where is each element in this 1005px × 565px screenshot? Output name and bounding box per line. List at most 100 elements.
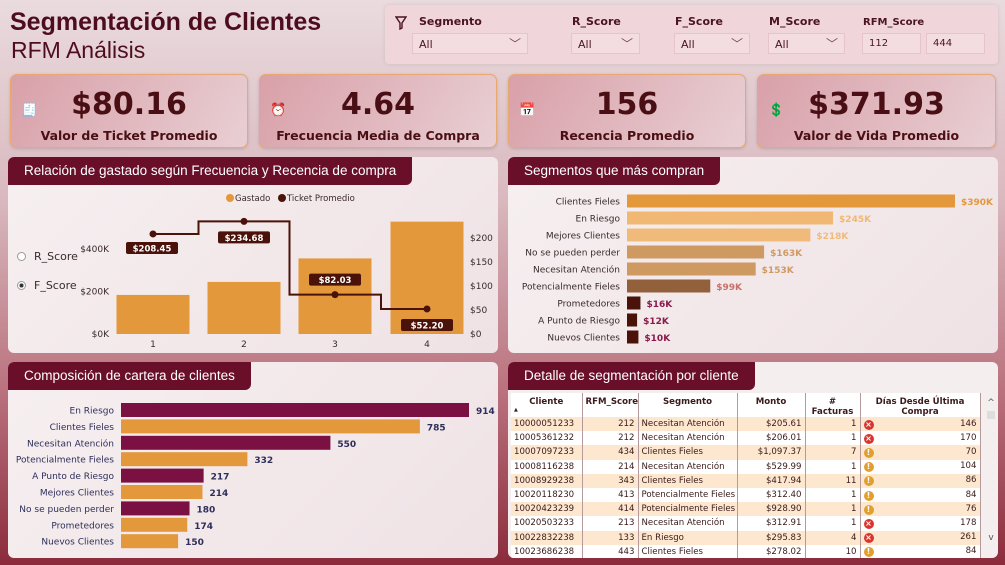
bar xyxy=(627,296,641,310)
table-row[interactable]: 10020503233 213 Necesitan Atención $312.91 1… xyxy=(511,516,981,531)
category-label: En Riesgo xyxy=(576,215,621,225)
column-header[interactable]: # Facturas xyxy=(805,393,861,417)
table-cell: ! 84 xyxy=(860,544,981,558)
x-axis-tick: 4 xyxy=(424,340,430,350)
table-cell: $312.91 xyxy=(737,516,806,531)
rfm-score-max-input[interactable]: 444 xyxy=(926,33,985,54)
r-score-label: R_Score xyxy=(572,15,621,28)
rfm-score-min-input[interactable]: 112 xyxy=(862,33,921,54)
table-cell: $206.01 xyxy=(737,431,806,446)
kpi-frecuencia: ⏰ 4.64 Frecuencia Media de Compra xyxy=(259,74,497,148)
money-icon: 💲 xyxy=(768,103,785,118)
table-row[interactable]: 10007097233 434 Clientes Fieles $1,097.37 7!… xyxy=(511,445,981,460)
m-score-dropdown[interactable]: All ﹀ xyxy=(768,33,845,54)
column-header[interactable]: RFM_Score xyxy=(582,393,639,417)
chevron-down-icon: ﹀ xyxy=(730,37,743,51)
segments-bar-chart: Clientes Fieles $390K En Riesgo $245K Mejore… xyxy=(522,194,994,344)
combo-chart: Gastado Ticket Promedio $0K $200K $400K $0 $50… xyxy=(80,194,493,350)
table-row[interactable]: 10008929238 343 Clientes Fieles $417.94 11! 8… xyxy=(511,473,981,488)
table-cell: Necesitan Atención xyxy=(638,431,738,446)
column-header[interactable]: Monto xyxy=(737,393,806,417)
bar xyxy=(627,211,834,225)
data-label-bg xyxy=(126,241,178,254)
data-label: 174 xyxy=(194,522,213,532)
detail-table-panel: Detalle de segmentación por cliente Clie… xyxy=(508,362,998,558)
f-score-dropdown[interactable]: All ﹀ xyxy=(674,33,750,54)
scroll-up-icon[interactable]: ^ xyxy=(987,398,995,408)
category-label: Nuevos Clientes xyxy=(547,334,620,344)
table-cell: 10022832238 xyxy=(511,530,583,545)
column-header[interactable]: Segmento xyxy=(638,393,738,417)
warning-status-icon: ! xyxy=(863,462,874,473)
segmento-label: Segmento xyxy=(419,15,482,28)
category-label: A Punto de Riesgo xyxy=(32,472,114,482)
category-label: Potencialmente Fieles xyxy=(16,456,114,466)
table-row[interactable]: 10020423239 414 Potencialmente Fieles $928.… xyxy=(511,502,981,517)
category-label: A Punto de Riesgo xyxy=(538,317,620,327)
segmento-dropdown[interactable]: All ﹀ xyxy=(412,33,528,54)
table-cell: 10000051233 xyxy=(511,417,583,432)
bar xyxy=(121,534,179,549)
table-row[interactable]: 10022832238 133 En Riesgo $295.83 4 × 261 xyxy=(511,530,981,545)
warning-status-icon: ! xyxy=(863,504,874,515)
data-label: 214 xyxy=(209,489,228,499)
data-label: 785 xyxy=(427,423,446,433)
data-label: $234.68 xyxy=(225,234,264,244)
legend-label: Gastado xyxy=(235,194,270,204)
kpi-value: $80.16 xyxy=(71,87,187,122)
table-cell: 343 xyxy=(582,473,639,488)
bar-gastado xyxy=(390,221,464,334)
bar xyxy=(121,419,420,434)
table-cell: 10008929238 xyxy=(511,473,583,488)
right-axis-tick: $200 xyxy=(470,234,493,244)
scrollbar[interactable]: ^ v xyxy=(986,398,996,543)
category-label: Necesitan Atención xyxy=(533,265,620,276)
rfm-score-label: RFM_Score xyxy=(863,17,925,28)
category-label: Nuevos Clientes xyxy=(41,538,114,548)
page-subtitle: RFM Análisis xyxy=(11,37,146,63)
right-axis-tick: $50 xyxy=(470,306,487,316)
table-row[interactable]: 10008116238 214 Necesitan Atención $529.99 1… xyxy=(511,459,981,474)
bar xyxy=(121,403,469,417)
category-label: Mejores Clientes xyxy=(546,232,620,242)
table-cell: 10020423239 xyxy=(511,502,583,517)
error-status-icon: × xyxy=(863,518,874,529)
table-row[interactable]: 10005361232 212 Necesitan Atención $206.01 1… xyxy=(511,431,981,446)
bar-gastado xyxy=(116,294,190,334)
table-cell: 1 xyxy=(805,417,861,432)
r-score-value: All xyxy=(578,38,592,51)
table-row[interactable]: 10023686238 443 Clientes Fieles $278.02 10! 8… xyxy=(511,544,981,558)
warning-status-icon: ! xyxy=(863,447,874,458)
table-cell: $295.83 xyxy=(737,530,806,545)
data-label-bg xyxy=(401,318,453,331)
kpi-valor-vida: 💲 $371.93 Valor de Vida Promedio xyxy=(757,74,996,148)
panel-title: Composición de cartera de clientes xyxy=(8,362,251,390)
toggle-r-score[interactable]: R_Score xyxy=(17,250,78,263)
warning-status-icon: ! xyxy=(863,476,874,487)
r-score-dropdown[interactable]: All ﹀ xyxy=(571,33,640,54)
table-cell: ! 70 xyxy=(860,445,981,460)
table-row[interactable]: 10000051233 212 Necesitan Atención $205.61 1… xyxy=(511,417,981,432)
scroll-down-icon[interactable]: v xyxy=(988,533,994,543)
segmento-value: All xyxy=(419,38,433,51)
category-label: Clientes Fieles xyxy=(556,198,621,208)
f-score-label: F_Score xyxy=(675,15,723,28)
table-cell: 10023686238 xyxy=(511,544,583,558)
toggle-f-score[interactable]: F_Score xyxy=(17,279,77,292)
chevron-down-icon: ﹀ xyxy=(620,37,633,51)
panel-title: Detalle de segmentación por cliente xyxy=(508,362,755,390)
data-label: $10K xyxy=(644,334,671,344)
kpi-value: 156 xyxy=(595,87,659,122)
table-row[interactable]: 10020118230 413 Potencialmente Fieles $312.… xyxy=(511,487,981,503)
category-label: Necesitan Atención xyxy=(27,438,114,449)
table-cell: Clientes Fieles xyxy=(638,473,738,488)
m-score-value: All xyxy=(775,38,789,51)
scroll-thumb[interactable] xyxy=(987,411,995,419)
column-header[interactable]: Días Desde Última Compra xyxy=(860,393,981,417)
bar xyxy=(121,468,204,483)
table-cell: $312.40 xyxy=(737,487,806,503)
table-cell: 443 xyxy=(582,544,639,558)
ticket-point xyxy=(331,291,339,299)
column-header[interactable]: Cliente ▲ xyxy=(511,393,583,417)
sort-ascending-icon: ▲ xyxy=(514,407,518,413)
